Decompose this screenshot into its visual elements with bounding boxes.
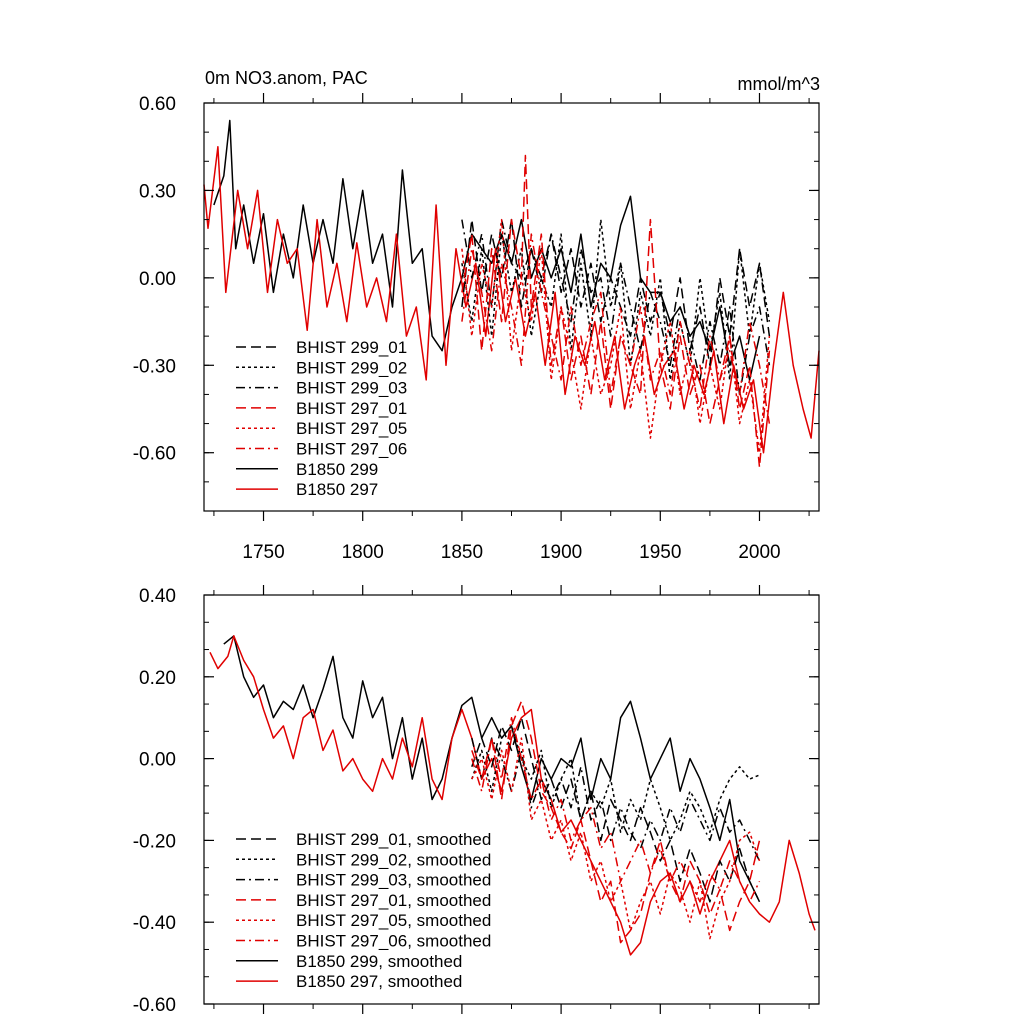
x-tick-label: 1950 [639, 542, 681, 563]
legend-label: B1850 299 [296, 460, 378, 479]
legend-label: B1850 299, smoothed [296, 952, 462, 971]
series-line-bhist-299-01-smoothed [471, 716, 761, 903]
y-tick-label: -0.60 [133, 444, 176, 465]
legend-label: BHIST 297_05 [296, 419, 407, 438]
top-series-group [203, 119, 820, 469]
legend-label: BHIST 297_01, smoothed [296, 891, 491, 910]
y-tick-label: -0.30 [133, 356, 176, 377]
series-line-bhist-299-03 [461, 218, 771, 396]
bottom-panel: 0.40 0.20 0.00 -0.20 -0.40 -0.60 BHIST 299_01… [133, 585, 820, 1016]
y-tick-label: 0.40 [139, 586, 176, 607]
legend-label: B1850 297, smoothed [296, 972, 462, 991]
y-tick-label: 0.00 [139, 750, 176, 771]
top-axes: 0.60 0.30 0.00 -0.30 -0.60 1750 1800 1850 1900 19… [133, 93, 819, 563]
legend-label: B1850 297 [296, 480, 378, 499]
bottom-axes: 0.40 0.20 0.00 -0.20 -0.40 -0.60 [133, 585, 819, 1016]
x-tick-label: 1800 [342, 542, 384, 563]
top-panel: 0m NO3.anom, PAC mmol/m^3 0.60 0.30 0.00 -0… [133, 68, 820, 563]
y-tick-label: -0.40 [133, 913, 176, 934]
legend-label: BHIST 299_01, smoothed [296, 830, 491, 849]
legend-label: BHIST 299_03 [296, 379, 407, 398]
series-line-bhist-297-01-smoothed [471, 700, 761, 944]
series-line-bhist-297-01 [461, 154, 771, 469]
series-line-b1850-297-smoothed [209, 635, 816, 956]
legend-label: BHIST 299_01 [296, 338, 407, 357]
top-title: 0m NO3.anom, PAC [205, 68, 368, 88]
series-line-bhist-299-03-smoothed [471, 737, 761, 862]
top-units: mmol/m^3 [738, 74, 820, 94]
x-tick-label: 1750 [242, 542, 284, 563]
y-tick-label: -0.20 [133, 831, 176, 852]
series-line-bhist-299-01 [461, 218, 771, 367]
y-tick-label: -0.60 [133, 995, 176, 1016]
legend-label: BHIST 299_03, smoothed [296, 871, 491, 890]
series-line-b1850-299-smoothed [223, 635, 761, 903]
legend-label: BHIST 299_02 [296, 358, 407, 377]
series-line-bhist-297-06-smoothed [471, 716, 761, 903]
bottom-series-group [209, 635, 816, 956]
x-tick-label: 1850 [441, 542, 483, 563]
x-tick-label: 1900 [540, 542, 582, 563]
legend-label: BHIST 297_05, smoothed [296, 911, 491, 930]
y-tick-label: 0.60 [139, 94, 176, 115]
series-line-bhist-299-02 [461, 218, 771, 381]
series-line-bhist-297-05-smoothed [471, 737, 761, 940]
legend-label: BHIST 297_01 [296, 399, 407, 418]
x-tick-label: 2000 [738, 542, 780, 563]
legend-label: BHIST 299_02, smoothed [296, 850, 491, 869]
y-tick-label: 0.30 [139, 181, 176, 202]
legend-label: BHIST 297_06, smoothed [296, 932, 491, 951]
series-line-bhist-297-06 [461, 233, 771, 424]
legend-label: BHIST 297_06 [296, 440, 407, 459]
y-tick-label: 0.00 [139, 269, 176, 290]
y-tick-label: 0.20 [139, 668, 176, 689]
